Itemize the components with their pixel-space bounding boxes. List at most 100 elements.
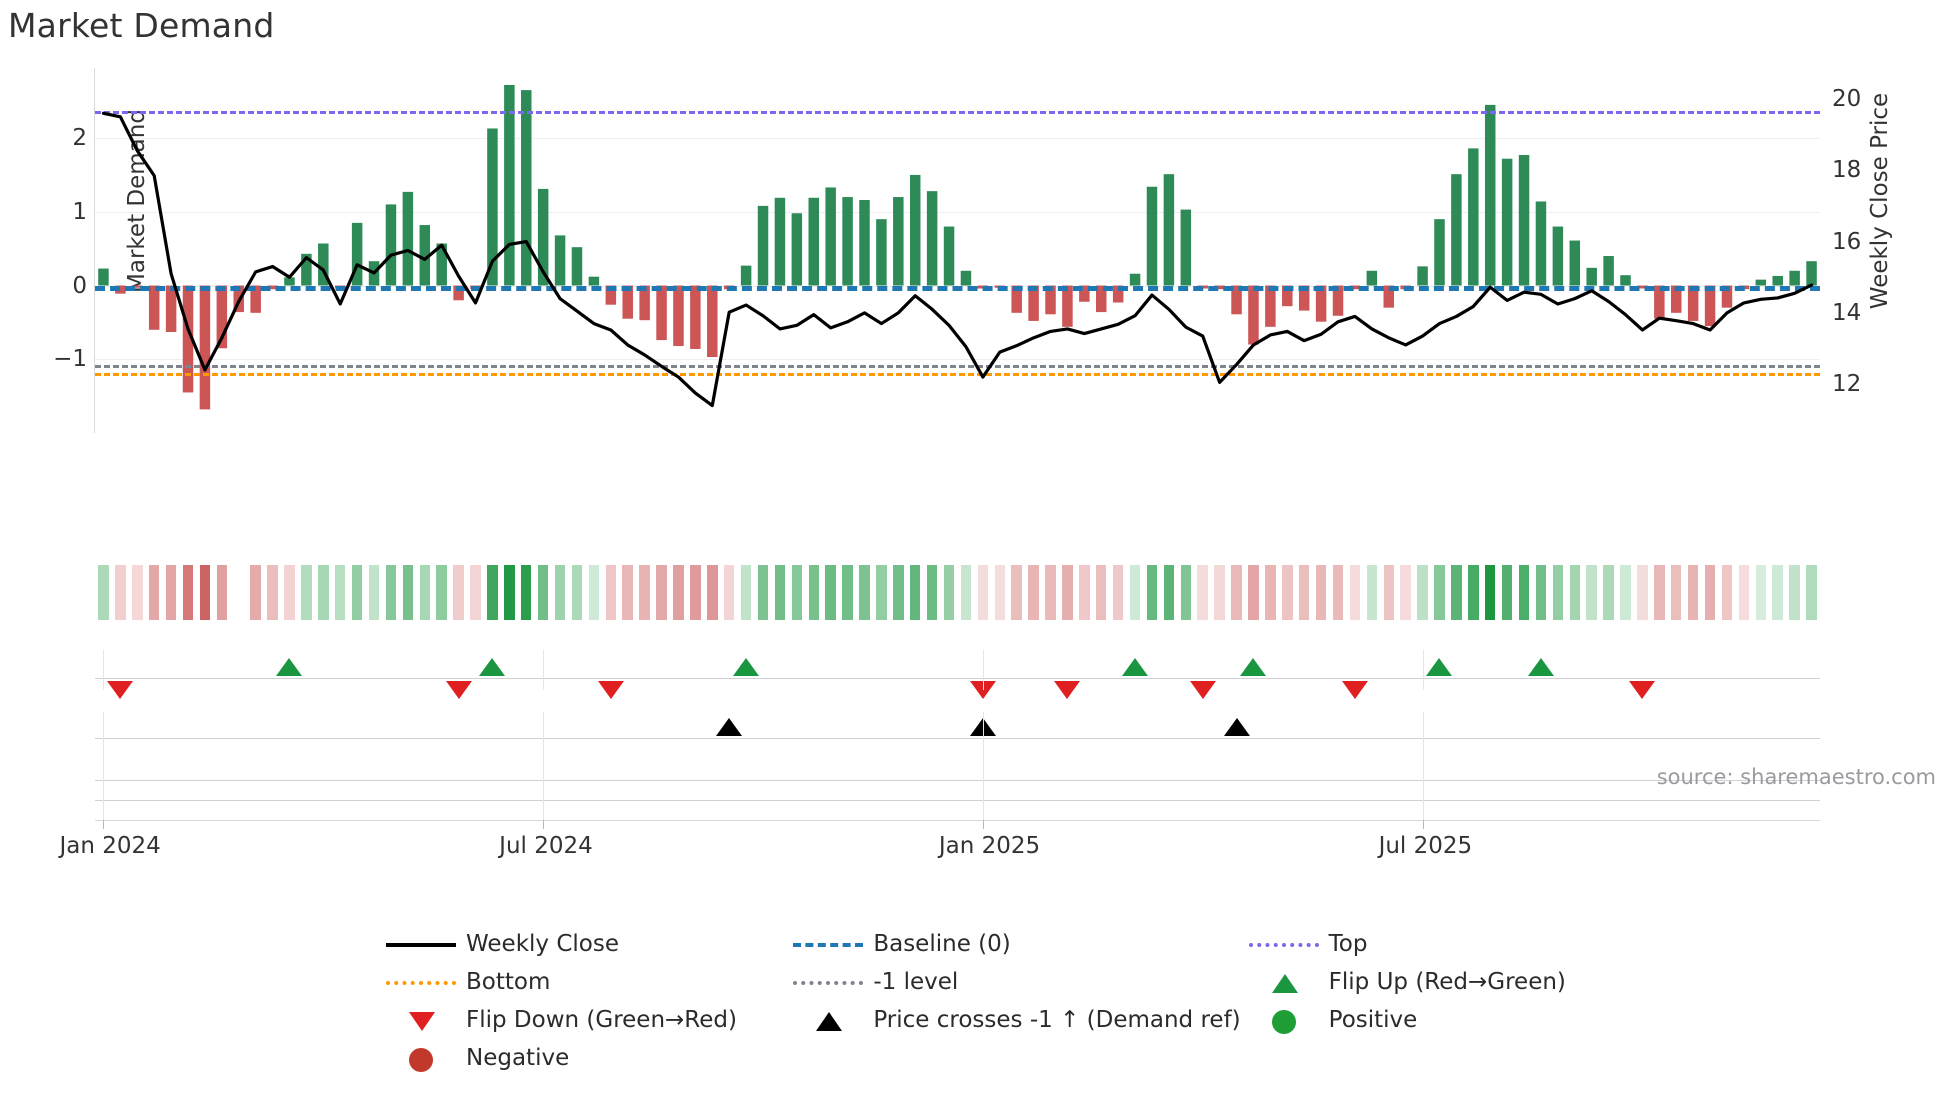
heat-cell: [977, 565, 989, 620]
flip-up-marker: [276, 658, 303, 676]
demand-bar: [909, 174, 921, 286]
y-tick-right-4: 20: [1832, 86, 1862, 112]
heat-cell: [690, 565, 701, 620]
heat-cell: [622, 565, 633, 620]
legend-label: Price crosses -1 ↑ (Demand ref): [873, 1007, 1241, 1033]
heat-cell: [791, 565, 803, 620]
heat-cell: [774, 565, 786, 620]
heat-cell: [1468, 565, 1479, 620]
demand-bar: [656, 285, 667, 341]
demand-bar: [1383, 285, 1394, 308]
heat-cell: [707, 565, 718, 620]
demand-bar: [1045, 285, 1056, 315]
heat-cell: [893, 565, 904, 620]
y-tick-left-3: 2: [72, 125, 87, 152]
demand-bar: [1180, 209, 1192, 286]
heat-cell: [1789, 565, 1800, 620]
heat-cell: [504, 565, 515, 620]
heat-cell: [1772, 565, 1783, 620]
heat-cell: [351, 565, 363, 620]
demand-bar: [791, 213, 803, 286]
spacer-lane-lower: [95, 800, 1820, 801]
demand-bar: [1569, 240, 1581, 286]
heat-cell: [1535, 565, 1547, 620]
demand-bar: [1028, 285, 1039, 321]
heat-cell: [318, 565, 329, 620]
demand-bar: [1366, 270, 1378, 286]
demand-bar: [1231, 285, 1242, 315]
x-axis-line: [95, 820, 1820, 821]
demand-bars: [98, 84, 1817, 410]
lane-vtick: [982, 650, 984, 690]
legend-triangle-up-icon: [785, 1005, 871, 1035]
heat-cell: [876, 565, 887, 620]
heat-cell: [98, 565, 109, 620]
flip-up-marker: [1527, 658, 1554, 676]
heat-cell: [1484, 565, 1496, 620]
demand-bar: [1417, 266, 1428, 286]
heat-cell: [1180, 565, 1192, 620]
legend-dotted-line-icon: [378, 967, 464, 997]
y-tick-right-2: 16: [1832, 228, 1862, 255]
legend-item[interactable]: Top: [1241, 925, 1648, 963]
demand-bar: [1332, 285, 1344, 316]
demand-bar: [165, 285, 177, 332]
demand-bar: [1687, 285, 1699, 321]
heat-cell: [1654, 565, 1665, 620]
x-tick-mark-0: [103, 820, 105, 829]
flip-marker-lane: [95, 678, 1820, 679]
heat-cell: [1045, 565, 1056, 620]
heat-cell: [1434, 565, 1445, 620]
baseline-reference-line: [95, 285, 1820, 291]
gridline-left--1: [95, 359, 1820, 361]
heat-cell: [1129, 565, 1141, 620]
heat-cell: [267, 565, 278, 620]
legend-item[interactable]: -1 level: [785, 963, 1240, 1001]
legend-item[interactable]: Negative: [378, 1039, 785, 1077]
legend-item[interactable]: Bottom: [378, 963, 785, 1001]
heat-cell: [1349, 565, 1361, 620]
demand-bar: [1163, 174, 1175, 286]
heat-cell: [1755, 565, 1767, 620]
demand-bar: [1755, 279, 1767, 286]
demand-bar: [842, 197, 853, 286]
main-chart-plot: Market Demand Weekly Close Price −1 0 1 2 1…: [53, 68, 1893, 433]
heat-cell: [1248, 565, 1259, 620]
legend-item[interactable]: Price crosses -1 ↑ (Demand ref): [785, 1001, 1241, 1039]
heat-cell: [943, 565, 955, 620]
legend-item[interactable]: Baseline (0): [785, 925, 1240, 963]
legend-item[interactable]: Positive: [1241, 1001, 1648, 1039]
legend-item[interactable]: Flip Up (Red→Green): [1241, 963, 1648, 1001]
heat-cell: [436, 565, 447, 620]
demand-bar: [385, 204, 397, 286]
demand-bar: [453, 285, 464, 301]
heat-cell: [1806, 565, 1817, 620]
demand-bar: [673, 285, 684, 346]
demand-bar: [537, 188, 549, 286]
demand-bar: [960, 270, 972, 286]
demand-bar: [1535, 201, 1547, 286]
legend-label: -1 level: [873, 969, 959, 995]
legend-circle-icon: [378, 1043, 464, 1073]
demand-bar: [1484, 104, 1496, 286]
heat-cell: [453, 565, 464, 620]
demand-bar: [1146, 186, 1158, 286]
flip-up-marker: [1426, 658, 1453, 676]
demand-bar: [318, 243, 329, 286]
demand-bar: [182, 285, 194, 393]
heat-cell: [1704, 565, 1716, 620]
legend-label: Baseline (0): [873, 931, 1011, 957]
demand-bar: [1721, 285, 1733, 308]
demand-bar: [1096, 285, 1107, 313]
demand-bar: [1468, 148, 1479, 286]
legend-item[interactable]: Flip Down (Green→Red): [378, 1001, 785, 1039]
legend-item[interactable]: Weekly Close: [378, 925, 785, 963]
heat-cell: [115, 565, 126, 620]
heat-cell: [1062, 565, 1073, 620]
heat-cell: [1738, 565, 1750, 620]
heat-cell: [960, 565, 972, 620]
heat-cell: [1721, 565, 1733, 620]
demand-bar: [757, 205, 769, 286]
flip-down-marker: [107, 681, 134, 699]
heat-cell: [909, 565, 921, 620]
